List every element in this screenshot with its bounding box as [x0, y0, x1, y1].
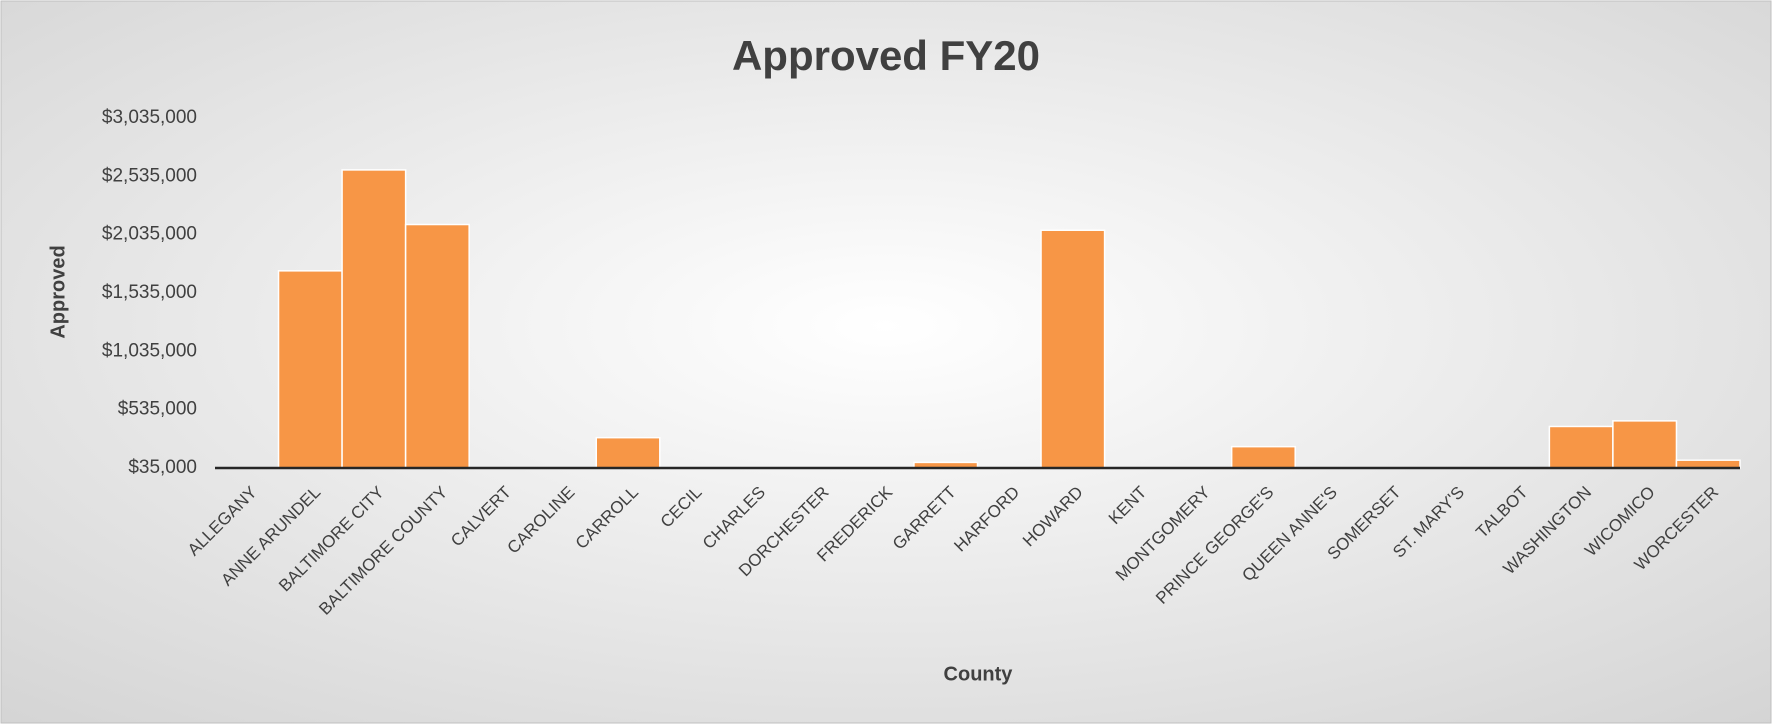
bar: [404, 223, 470, 469]
bar: [1548, 425, 1614, 469]
chart-title: Approved FY20: [732, 32, 1040, 79]
y-tick-label: $1,035,000: [102, 340, 197, 361]
y-tick-label: $3,035,000: [102, 107, 197, 128]
y-axis-label: Approved: [47, 245, 69, 338]
bar: [1230, 445, 1296, 469]
bar: [595, 436, 661, 469]
y-tick-label: $35,000: [128, 457, 197, 478]
bar: [1040, 229, 1106, 469]
bars: [277, 169, 1741, 469]
bar: [341, 169, 407, 469]
y-tick-label: $1,535,000: [102, 282, 197, 303]
y-tick-label: $535,000: [118, 399, 197, 420]
bar: [1612, 420, 1678, 469]
y-tick-label: $2,535,000: [102, 165, 197, 186]
x-axis-label: County: [944, 663, 1014, 685]
y-tick-label: $2,035,000: [102, 224, 197, 245]
bar: [277, 270, 343, 469]
